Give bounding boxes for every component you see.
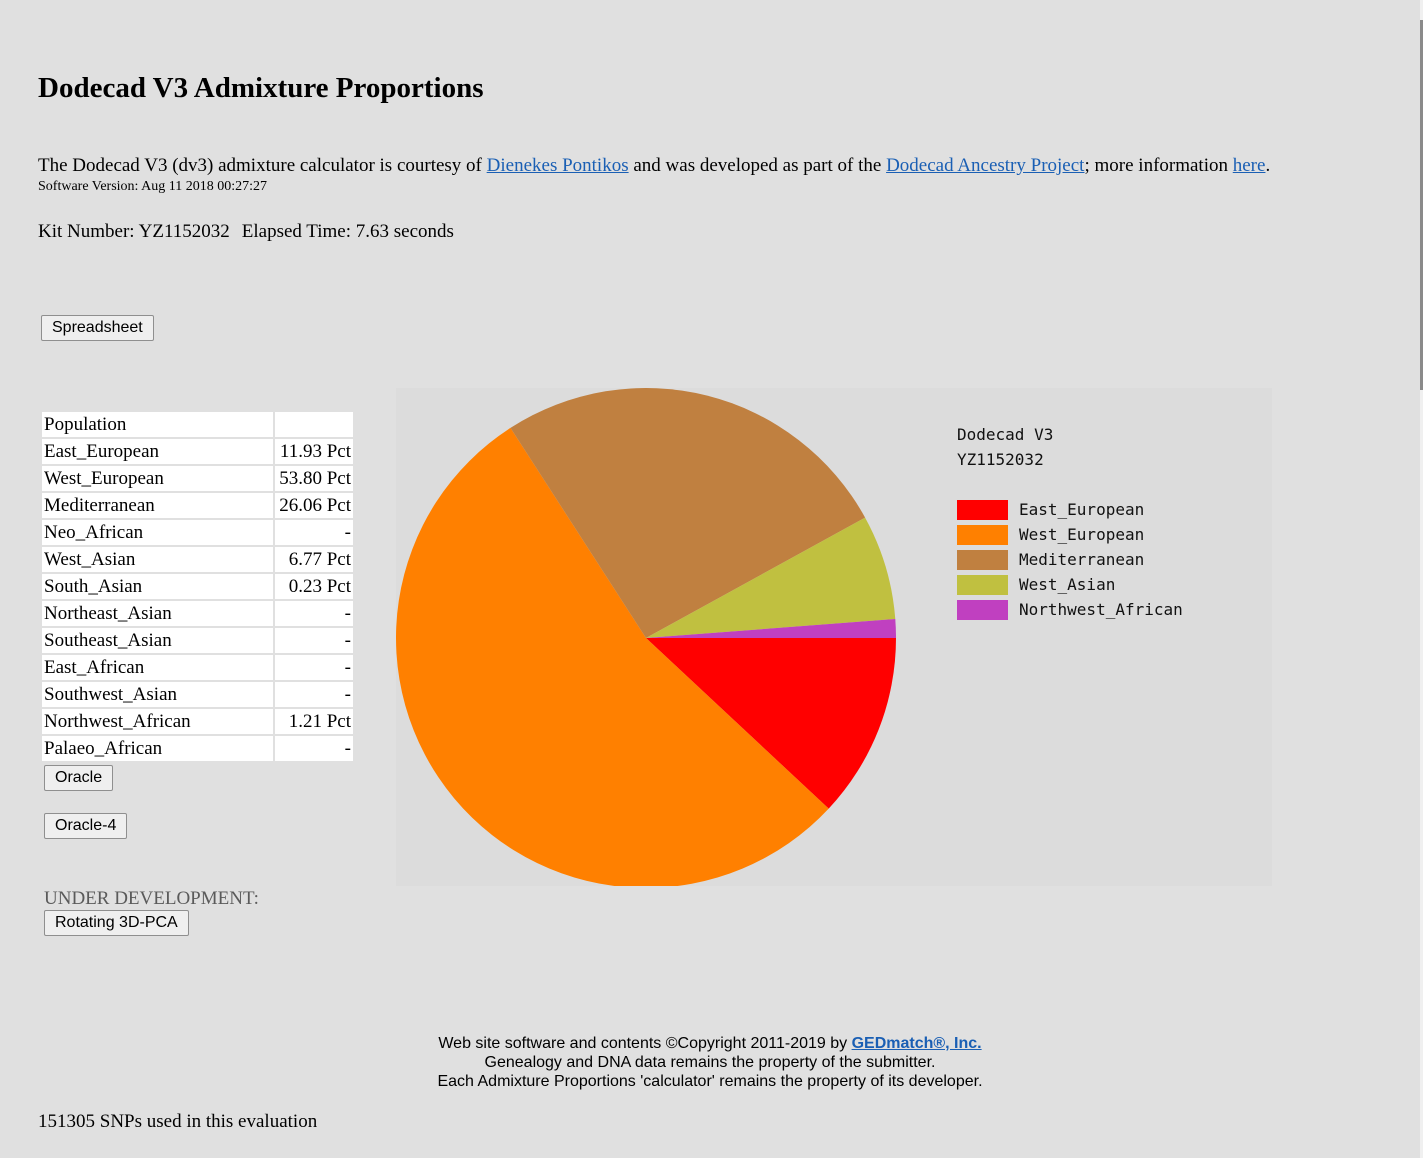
legend-title: Dodecad V3 xyxy=(957,425,1054,444)
legend-label: West_Asian xyxy=(1019,575,1116,594)
oracle-button[interactable]: Oracle xyxy=(44,765,114,791)
table-row: South_Asian 0.23 Pct xyxy=(42,574,355,601)
population-name: East_African xyxy=(42,655,275,682)
under-development-label: UNDER DEVELOPMENT: xyxy=(44,888,259,909)
population-value: 26.06 Pct xyxy=(275,493,355,520)
legend-swatch xyxy=(957,575,1008,595)
rotating-3d-pca-button[interactable]: Rotating 3D-PCA xyxy=(44,910,189,936)
legend-label: East_European xyxy=(1019,500,1145,519)
elapsed-time: Elapsed Time: 7.63 seconds xyxy=(241,221,454,242)
pie-slice xyxy=(646,618,896,638)
legend-swatch xyxy=(957,525,1008,545)
population-value: - xyxy=(275,628,355,655)
footer: Web site software and contents ©Copyrigh… xyxy=(0,1034,1420,1091)
table-row: East_European 11.93 Pct xyxy=(42,439,355,466)
table-row: Palaeo_African - xyxy=(42,736,355,763)
legend-kit-number: YZ1152032 xyxy=(957,450,1044,469)
population-name: Neo_African xyxy=(42,520,275,547)
legend-label: Northwest_African xyxy=(1019,600,1183,619)
population-name: Northeast_Asian xyxy=(42,601,275,628)
oracle-4-button[interactable]: Oracle-4 xyxy=(44,813,128,839)
admixture-pie-chart: Dodecad V3 YZ1152032 East_European West_E… xyxy=(396,388,1272,886)
legend-swatch xyxy=(957,550,1008,570)
table-row: Neo_African - xyxy=(42,520,355,547)
population-name: Northwest_African xyxy=(42,709,275,736)
population-name: Southwest_Asian xyxy=(42,682,275,709)
population-value: 6.77 Pct xyxy=(275,547,355,574)
page-title: Dodecad V3 Admixture Proportions xyxy=(38,72,484,104)
author-link[interactable]: Dienekes Pontikos xyxy=(486,155,629,176)
table-header-row: Population xyxy=(42,412,355,439)
population-value: - xyxy=(275,601,355,628)
gedmatch-link[interactable]: GEDmatch®, Inc. xyxy=(851,1035,982,1052)
pie-slice xyxy=(510,388,866,638)
pie-slice xyxy=(396,427,829,886)
population-name: East_European xyxy=(42,439,275,466)
population-name: South_Asian xyxy=(42,574,275,601)
table-row: Southeast_Asian - xyxy=(42,628,355,655)
population-table: Population East_European 11.93 Pct West_Eu… xyxy=(42,412,355,763)
population-value: 0.23 Pct xyxy=(275,574,355,601)
pie-slice xyxy=(646,517,896,638)
legend-label: Mediterranean xyxy=(1019,550,1145,569)
population-value: - xyxy=(275,520,355,547)
population-value: - xyxy=(275,655,355,682)
population-name: West_European xyxy=(42,466,275,493)
population-value: - xyxy=(275,736,355,763)
population-value: 53.80 Pct xyxy=(275,466,355,493)
table-row: Mediterranean 26.06 Pct xyxy=(42,493,355,520)
footer-line-2: Genealogy and DNA data remains the prope… xyxy=(484,1054,936,1071)
table-row: Northwest_African 1.21 Pct xyxy=(42,709,355,736)
population-value: - xyxy=(275,682,355,709)
more-info-link[interactable]: here xyxy=(1232,155,1266,176)
software-version: Software Version: Aug 11 2018 00:27:27 xyxy=(38,179,268,194)
intro-text-part: ; more information xyxy=(1084,155,1233,176)
legend-swatch xyxy=(957,600,1008,620)
legend-swatch xyxy=(957,500,1008,520)
snps-used: 151305 SNPs used in this evaluation xyxy=(38,1111,318,1132)
population-name: West_Asian xyxy=(42,547,275,574)
intro-text-part: . xyxy=(1265,155,1271,176)
intro-text-part: The Dodecad V3 (dv3) admixture calculato… xyxy=(38,155,487,176)
scrollbar-thumb[interactable] xyxy=(1420,20,1423,390)
legend-label: West_European xyxy=(1019,525,1145,544)
table-row: Southwest_Asian - xyxy=(42,682,355,709)
table-row: East_African - xyxy=(42,655,355,682)
footer-line-3: Each Admixture Proportions 'calculator' … xyxy=(437,1073,983,1090)
intro-text: The Dodecad V3 (dv3) admixture calculato… xyxy=(38,155,1270,177)
pie-slice xyxy=(646,638,896,809)
population-header: Population xyxy=(42,412,275,439)
intro-text-part: and was developed as part of the xyxy=(628,155,887,176)
table-row: West_European 53.80 Pct xyxy=(42,466,355,493)
kit-number: Kit Number: YZ1152032 xyxy=(38,221,230,242)
footer-copyright-text: Web site software and contents ©Copyrigh… xyxy=(438,1035,852,1052)
value-header xyxy=(275,412,355,439)
project-link[interactable]: Dodecad Ancestry Project xyxy=(886,155,1085,176)
table-row: Northeast_Asian - xyxy=(42,601,355,628)
kit-info: Kit Number: YZ1152032 Elapsed Time: 7.63 … xyxy=(38,221,454,243)
population-name: Mediterranean xyxy=(42,493,275,520)
vertical-scrollbar[interactable] xyxy=(1420,0,1423,1158)
footer-copyright: Web site software and contents ©Copyrigh… xyxy=(0,1034,1420,1053)
table-row: West_Asian 6.77 Pct xyxy=(42,547,355,574)
population-name: Palaeo_African xyxy=(42,736,275,763)
spreadsheet-button[interactable]: Spreadsheet xyxy=(41,315,154,341)
pie-svg xyxy=(396,388,896,886)
population-value: 1.21 Pct xyxy=(275,709,355,736)
population-name: Southeast_Asian xyxy=(42,628,275,655)
population-value: 11.93 Pct xyxy=(275,439,355,466)
